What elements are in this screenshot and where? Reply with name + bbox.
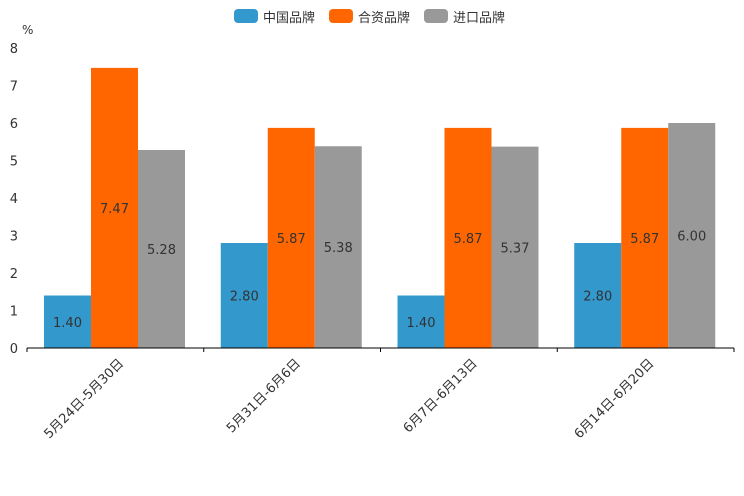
legend-item-import[interactable]: 进口品牌	[424, 6, 505, 26]
bar-value-label: 5.28	[147, 243, 176, 258]
legend-swatch-import	[424, 9, 448, 23]
bar[interactable]	[621, 127, 669, 348]
x-tick-label: 6月14日-6月20日	[572, 356, 658, 442]
bar-value-label: 5.87	[277, 232, 306, 247]
x-axis: 5月24日-5月30日 5月31日-6月6日 6月7日-6月13日 6月14日-6月2…	[26, 348, 735, 442]
bar-value-label: 5.37	[501, 241, 530, 256]
y-axis: 0 1 2 3 4 5 6 7 8	[10, 42, 18, 357]
bar[interactable]	[491, 146, 539, 348]
y-tick-label: 0	[10, 342, 18, 357]
bar[interactable]	[91, 67, 138, 348]
bar-value-label: 1.40	[407, 316, 436, 331]
bar[interactable]	[44, 295, 91, 349]
bar[interactable]	[668, 123, 716, 348]
legend-label-jv: 合资品牌	[358, 10, 411, 26]
y-tick-label: 5	[10, 155, 18, 170]
bar-value-label: 2.80	[230, 290, 259, 305]
y-tick-label: 6	[10, 117, 18, 132]
y-tick-label: 8	[10, 42, 18, 57]
bar-value-label: 1.40	[53, 316, 82, 331]
bar[interactable]	[267, 127, 315, 348]
legend: 中国品牌 合资品牌 进口品牌	[0, 6, 744, 26]
bar[interactable]	[138, 150, 185, 348]
legend-label-import: 进口品牌	[453, 10, 506, 26]
bar-labels-layer: 1.40 2.80 1.40 2.80 7.47 5.87 5.87 5.87 5.28 5.38…	[53, 202, 706, 331]
y-tick-label: 4	[10, 192, 18, 207]
legend-item-jv[interactable]: 合资品牌	[329, 6, 410, 26]
y-tick-label: 3	[10, 230, 18, 245]
bar-value-label: 5.38	[324, 241, 353, 256]
bar[interactable]	[314, 146, 362, 348]
legend-item-china[interactable]: 中国品牌	[234, 6, 315, 26]
x-tick-label: 5月31日-6月6日	[224, 356, 304, 436]
legend-label-china: 中国品牌	[263, 10, 316, 26]
bar-value-label: 5.87	[630, 232, 659, 247]
legend-swatch-jv	[329, 9, 353, 23]
y-tick-label: 7	[10, 80, 18, 95]
y-tick-label: 2	[10, 267, 18, 282]
bars-layer	[44, 67, 716, 349]
x-tick-label: 5月24日-5月30日	[41, 356, 127, 442]
bar-value-label: 5.87	[454, 232, 483, 247]
bar-value-label: 2.80	[583, 290, 612, 305]
bar-value-label: 6.00	[677, 230, 706, 245]
bar[interactable]	[220, 243, 268, 348]
bar[interactable]	[397, 295, 445, 349]
y-tick-label: 1	[10, 305, 18, 320]
bar[interactable]	[444, 127, 492, 348]
bar[interactable]	[574, 243, 622, 348]
x-tick-label: 6月7日-6月13日	[401, 356, 481, 436]
y-axis-unit: %	[22, 23, 33, 37]
bar-value-label: 7.47	[100, 202, 129, 217]
legend-swatch-china	[234, 9, 258, 23]
